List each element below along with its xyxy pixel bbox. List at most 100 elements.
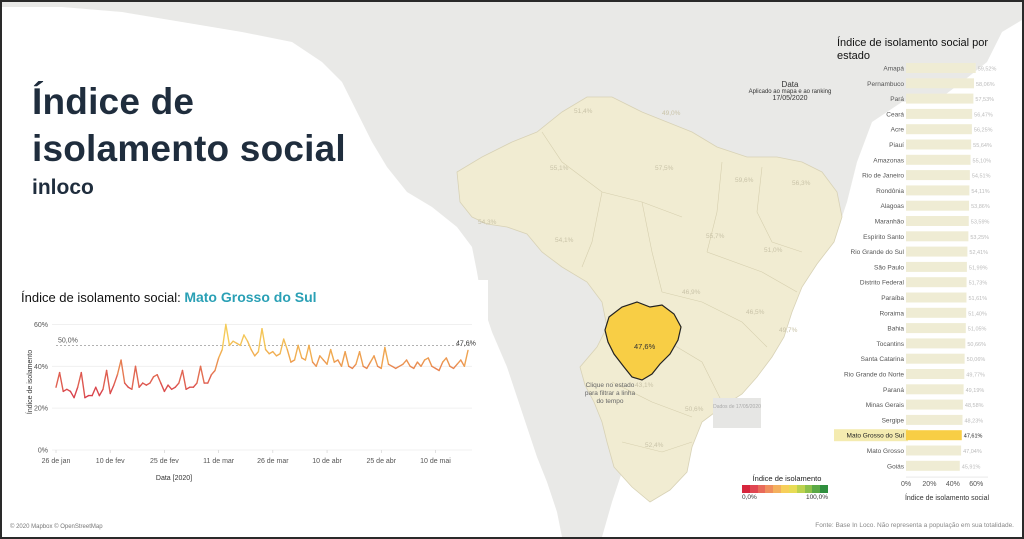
ranking-bar[interactable] bbox=[906, 63, 976, 73]
line-segment bbox=[329, 348, 335, 363]
ranking-state-label[interactable]: São Paulo bbox=[874, 264, 904, 271]
ranking-bar[interactable] bbox=[906, 154, 971, 165]
ranking-x-axis-title: Índice de isolamento social bbox=[905, 493, 989, 502]
ranking-state-label[interactable]: Acre bbox=[891, 127, 905, 134]
line-segment bbox=[160, 382, 166, 393]
line-chart-panel bbox=[8, 280, 488, 485]
ranking-bar[interactable] bbox=[906, 170, 970, 181]
ranking-value-label: 53,25% bbox=[970, 235, 989, 241]
ranking-state-label[interactable]: Distrito Federal bbox=[860, 280, 905, 287]
line-segment bbox=[380, 346, 386, 370]
x-tick-label: 25 de fev bbox=[150, 458, 179, 465]
ranking-state-label[interactable]: Pernambuco bbox=[867, 81, 904, 88]
line-segment bbox=[351, 363, 357, 370]
y-tick-label: 0% bbox=[38, 448, 48, 455]
ranking-bar[interactable] bbox=[906, 139, 972, 150]
line-chart-series bbox=[55, 323, 469, 399]
ranking-state-label[interactable]: Pará bbox=[890, 96, 904, 103]
ranking-bar[interactable] bbox=[906, 124, 972, 135]
ranking-state-label[interactable]: Minas Gerais bbox=[866, 402, 905, 409]
ranking-state-label[interactable]: Rio Grande do Norte bbox=[844, 372, 904, 379]
ranking-bar[interactable] bbox=[906, 460, 960, 471]
ranking-state-label[interactable]: Alagoas bbox=[881, 203, 905, 210]
line-segment bbox=[445, 357, 451, 368]
selected-state-label: 47,6% bbox=[634, 342, 656, 351]
ranking-state-label[interactable]: Rio de Janeiro bbox=[862, 173, 904, 180]
line-segment bbox=[207, 373, 213, 384]
line-segment bbox=[373, 355, 379, 368]
ranking-bars: Amapá 59,52% Pernambuco 58,06% Pará 57,53% Cea… bbox=[834, 63, 996, 471]
ranking-bar[interactable] bbox=[906, 185, 970, 196]
ranking-state-label[interactable]: Goiás bbox=[887, 463, 905, 470]
ranking-state-label[interactable]: Amazonas bbox=[873, 157, 904, 164]
ranking-state-label[interactable]: Espírito Santo bbox=[863, 234, 904, 241]
ranking-state-label[interactable]: Santa Catarina bbox=[861, 356, 905, 363]
ranking-state-label[interactable]: Maranhão bbox=[875, 219, 905, 226]
ranking-state-label[interactable]: Piauí bbox=[889, 142, 904, 149]
ranking-state-label[interactable]: Amapá bbox=[883, 66, 904, 73]
ranking-state-label[interactable]: Sergipe bbox=[882, 417, 905, 424]
ranking-value-label: 55,64% bbox=[973, 143, 992, 149]
line-segment bbox=[384, 346, 390, 365]
state-value-label: 51,4% bbox=[574, 108, 593, 115]
date-filter-value[interactable]: 17/05/2020 bbox=[772, 95, 808, 102]
ranking-state-label[interactable]: Rio Grande do Sul bbox=[851, 249, 905, 256]
ranking-bar[interactable] bbox=[906, 200, 970, 211]
line-segment bbox=[113, 373, 119, 386]
legend-min-label: 0,0% bbox=[742, 494, 757, 501]
ranking-bar[interactable] bbox=[906, 108, 973, 119]
x-tick-label: 10 de mai bbox=[420, 458, 451, 465]
line-segment bbox=[442, 357, 448, 363]
ranking-value-label: 57,53% bbox=[975, 97, 994, 103]
ranking-bar[interactable] bbox=[906, 338, 966, 349]
line-chart[interactable]: 0% 20% 40% 60% 26 de jan 10 de fev 25 de fev 1… bbox=[8, 302, 488, 487]
ranking-state-label[interactable]: Mato Grosso do Sul bbox=[847, 433, 905, 440]
ranking-value-label: 54,51% bbox=[972, 174, 991, 180]
ranking-bar[interactable] bbox=[906, 277, 967, 288]
date-filter[interactable]: Data Aplicado ao mapa e ao ranking 17/05… bbox=[730, 80, 850, 102]
line-segment bbox=[192, 382, 198, 388]
ranking-bar[interactable] bbox=[906, 445, 962, 456]
ranking-bar[interactable] bbox=[906, 93, 974, 104]
ranking-bar[interactable] bbox=[906, 369, 965, 379]
state-value-label: 54,3% bbox=[478, 219, 497, 226]
line-segment bbox=[138, 382, 144, 388]
continent-north bbox=[362, 2, 1022, 82]
line-segment bbox=[358, 350, 364, 368]
ranking-bar[interactable] bbox=[906, 292, 967, 303]
ranking-bar[interactable] bbox=[906, 430, 962, 441]
ranking-state-label[interactable]: Mato Grosso bbox=[867, 448, 905, 455]
ranking-bar[interactable] bbox=[906, 384, 964, 395]
legend-swatch bbox=[781, 485, 789, 493]
ranking-state-label[interactable]: Roraima bbox=[879, 310, 904, 317]
ranking-bar[interactable] bbox=[906, 307, 967, 318]
ranking-bar[interactable] bbox=[906, 353, 965, 364]
ranking-state-label[interactable]: Tocantins bbox=[877, 341, 905, 348]
ranking-bar[interactable] bbox=[906, 261, 967, 272]
ranking-bar[interactable] bbox=[906, 414, 963, 425]
ranking-state-label[interactable]: Paraná bbox=[883, 387, 904, 394]
line-segment bbox=[95, 386, 101, 397]
ranking-state-label[interactable]: Rondônia bbox=[876, 188, 904, 195]
ranking-bar[interactable] bbox=[906, 78, 975, 89]
line-segment bbox=[427, 357, 433, 368]
line-segment bbox=[264, 348, 270, 355]
selected-state-mato-grosso-do-sul[interactable] bbox=[604, 301, 682, 381]
state-value-label: 49,7% bbox=[779, 327, 798, 334]
ranking-bar-chart[interactable]: Amapá 59,52% Pernambuco 58,06% Pará 57,53% Cea… bbox=[830, 60, 1020, 505]
brand-subtitle: inloco bbox=[32, 176, 94, 199]
state-value-label: 51,0% bbox=[764, 247, 783, 254]
ranking-state-label[interactable]: Paraíba bbox=[881, 295, 904, 302]
line-segment bbox=[279, 338, 285, 355]
ranking-bar[interactable] bbox=[906, 323, 966, 334]
ranking-state-label[interactable]: Bahia bbox=[887, 326, 904, 333]
ranking-bar[interactable] bbox=[906, 399, 963, 410]
ranking-state-label[interactable]: Ceará bbox=[886, 111, 904, 118]
ranking-value-label: 56,25% bbox=[974, 128, 993, 134]
ranking-bar[interactable] bbox=[906, 216, 969, 226]
x-tick-label: 11 de mar bbox=[203, 458, 235, 465]
line-segment bbox=[163, 384, 169, 393]
ranking-value-label: 53,86% bbox=[971, 204, 990, 210]
ranking-bar[interactable] bbox=[906, 231, 969, 242]
ranking-bar[interactable] bbox=[906, 246, 968, 257]
